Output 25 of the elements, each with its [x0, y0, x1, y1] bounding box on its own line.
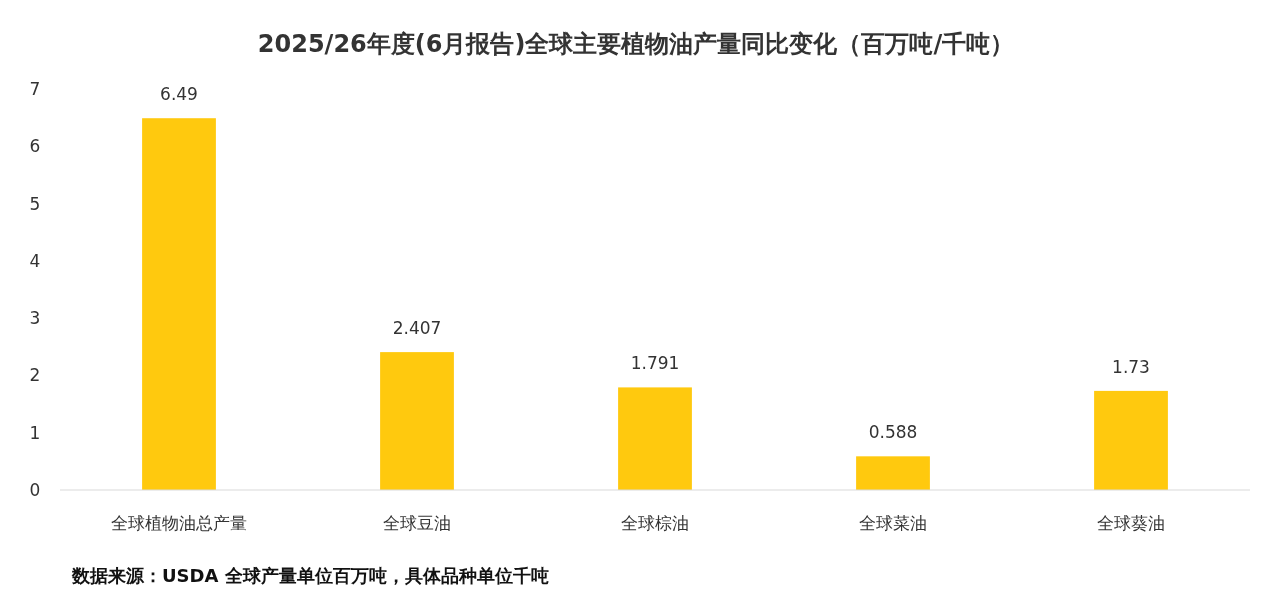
data-label: 6.49: [160, 84, 198, 105]
y-tick-label: 5: [29, 193, 41, 214]
y-tick-label: 7: [29, 79, 41, 99]
x-tick-label: 全球棕油: [621, 513, 689, 533]
data-label: 0.588: [868, 422, 918, 443]
y-tick-label: 0: [29, 480, 41, 500]
y-tick-label: 3: [29, 308, 41, 329]
data-label: 1.73: [1112, 356, 1150, 377]
source-note: 数据来源：USDA 全球产量单位百万吨，具体品种单位千吨: [71, 565, 549, 586]
bar: [380, 352, 454, 490]
bar: [856, 456, 930, 490]
y-tick-label: 6: [29, 136, 41, 157]
x-tick-label: 全球豆油: [383, 513, 451, 533]
bar: [1094, 390, 1168, 490]
bar: [618, 387, 692, 490]
x-tick-label: 全球菜油: [859, 513, 927, 533]
chart-title: 2025/26年度(6月报告)全球主要植物油产量同比变化（百万吨/千吨）: [257, 30, 1015, 58]
y-tick-label: 1: [29, 422, 41, 443]
data-label: 2.407: [392, 318, 442, 339]
x-tick-label: 全球葵油: [1097, 513, 1165, 533]
bar: [142, 118, 216, 490]
x-tick-label: 全球植物油总产量: [111, 513, 247, 533]
data-label: 1.791: [630, 353, 680, 374]
y-tick-label: 4: [29, 250, 41, 271]
y-tick-label: 2: [29, 365, 41, 386]
